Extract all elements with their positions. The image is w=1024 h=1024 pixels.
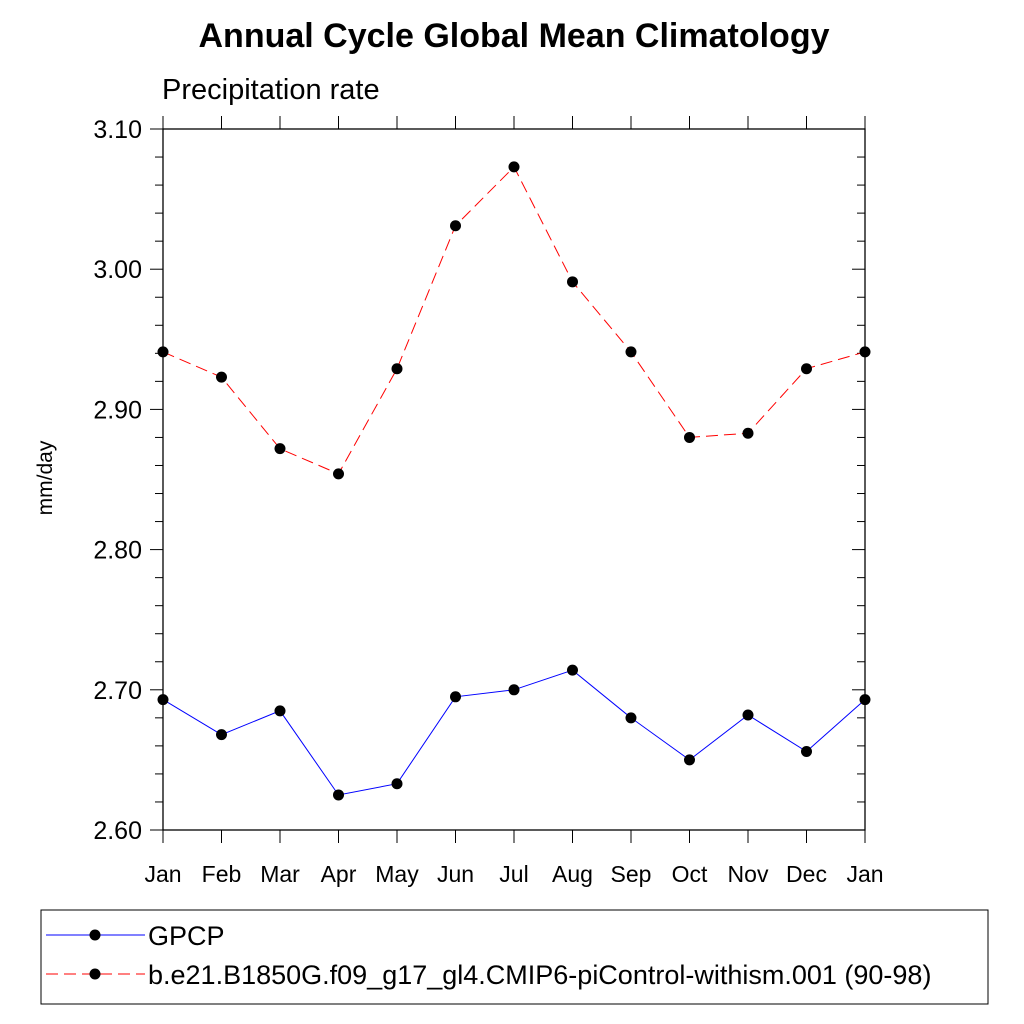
data-point — [625, 346, 637, 358]
data-point — [508, 684, 520, 696]
y-tick-label: 2.70 — [93, 677, 142, 705]
x-tick-label: Dec — [786, 861, 827, 887]
data-point — [450, 691, 461, 703]
data-point — [801, 363, 812, 375]
legend-marker — [89, 968, 101, 980]
y-tick-labels: 2.60 2.70 2.80 2.90 3.00 3.10 — [93, 116, 142, 845]
data-point — [742, 427, 754, 439]
y-tick-label: 3.10 — [93, 116, 142, 144]
series-line — [162, 166, 866, 475]
x-tick-label: Mar — [260, 861, 300, 887]
legend-item-2: b.e21.B1850G.f09_g17_gl4.CMIP6-piControl… — [46, 960, 931, 990]
plot-frame — [162, 128, 866, 831]
y-tick-label: 2.80 — [93, 537, 142, 565]
x-tick-label: Aug — [552, 861, 593, 887]
x-tick-label: May — [375, 861, 419, 887]
x-tick-label: Jan — [846, 861, 883, 887]
x-tick-label: Oct — [672, 861, 708, 887]
data-point — [567, 276, 578, 288]
data-point — [216, 729, 227, 741]
y-tick-label: 3.00 — [93, 256, 142, 284]
legend-label: GPCP — [148, 921, 225, 951]
series-2 — [157, 161, 871, 480]
series-1 — [157, 664, 871, 801]
data-point — [684, 431, 695, 443]
y-tick-label: 2.90 — [93, 396, 142, 424]
legend-label: b.e21.B1850G.f09_g17_gl4.CMIP6-piControl… — [148, 960, 931, 990]
plot-series — [157, 161, 871, 801]
data-point — [274, 443, 286, 455]
data-point — [625, 712, 637, 724]
x-tick-labels: Jan Feb Mar Apr May Jun Jul Aug Sep Oct Nov Dec Jan — [144, 861, 883, 887]
x-tick-label: Jun — [437, 861, 474, 887]
data-point — [391, 778, 403, 790]
x-tick-label: Jul — [499, 861, 528, 887]
x-tick-label: Apr — [321, 861, 357, 887]
legend-marker — [89, 929, 101, 941]
x-tick-label: Nov — [728, 861, 769, 887]
data-point — [216, 371, 227, 383]
x-tick-label: Feb — [202, 861, 242, 887]
data-point — [684, 754, 695, 766]
data-point — [274, 705, 286, 717]
data-point — [450, 220, 461, 232]
legend-box — [40, 909, 989, 1005]
data-point — [333, 468, 344, 480]
legend: GPCP b.e21.B1850G.f09_g17_gl4.CMIP6-piCon… — [46, 921, 931, 990]
legend-item-1: GPCP — [46, 921, 225, 951]
data-point — [391, 363, 403, 375]
y-tick-label: 2.60 — [93, 817, 142, 845]
chart-title: Annual Cycle Global Mean Climatology — [199, 17, 830, 55]
data-point — [742, 709, 754, 721]
axis-ticks — [150, 116, 866, 843]
chart-subtitle: Precipitation rate — [162, 74, 380, 106]
data-point — [801, 745, 812, 757]
data-point — [508, 161, 520, 173]
x-tick-label: Sep — [611, 861, 652, 887]
data-point — [333, 789, 344, 801]
x-tick-label: Jan — [144, 861, 181, 887]
data-point — [567, 664, 578, 676]
y-axis-label: mm/day — [34, 440, 57, 515]
